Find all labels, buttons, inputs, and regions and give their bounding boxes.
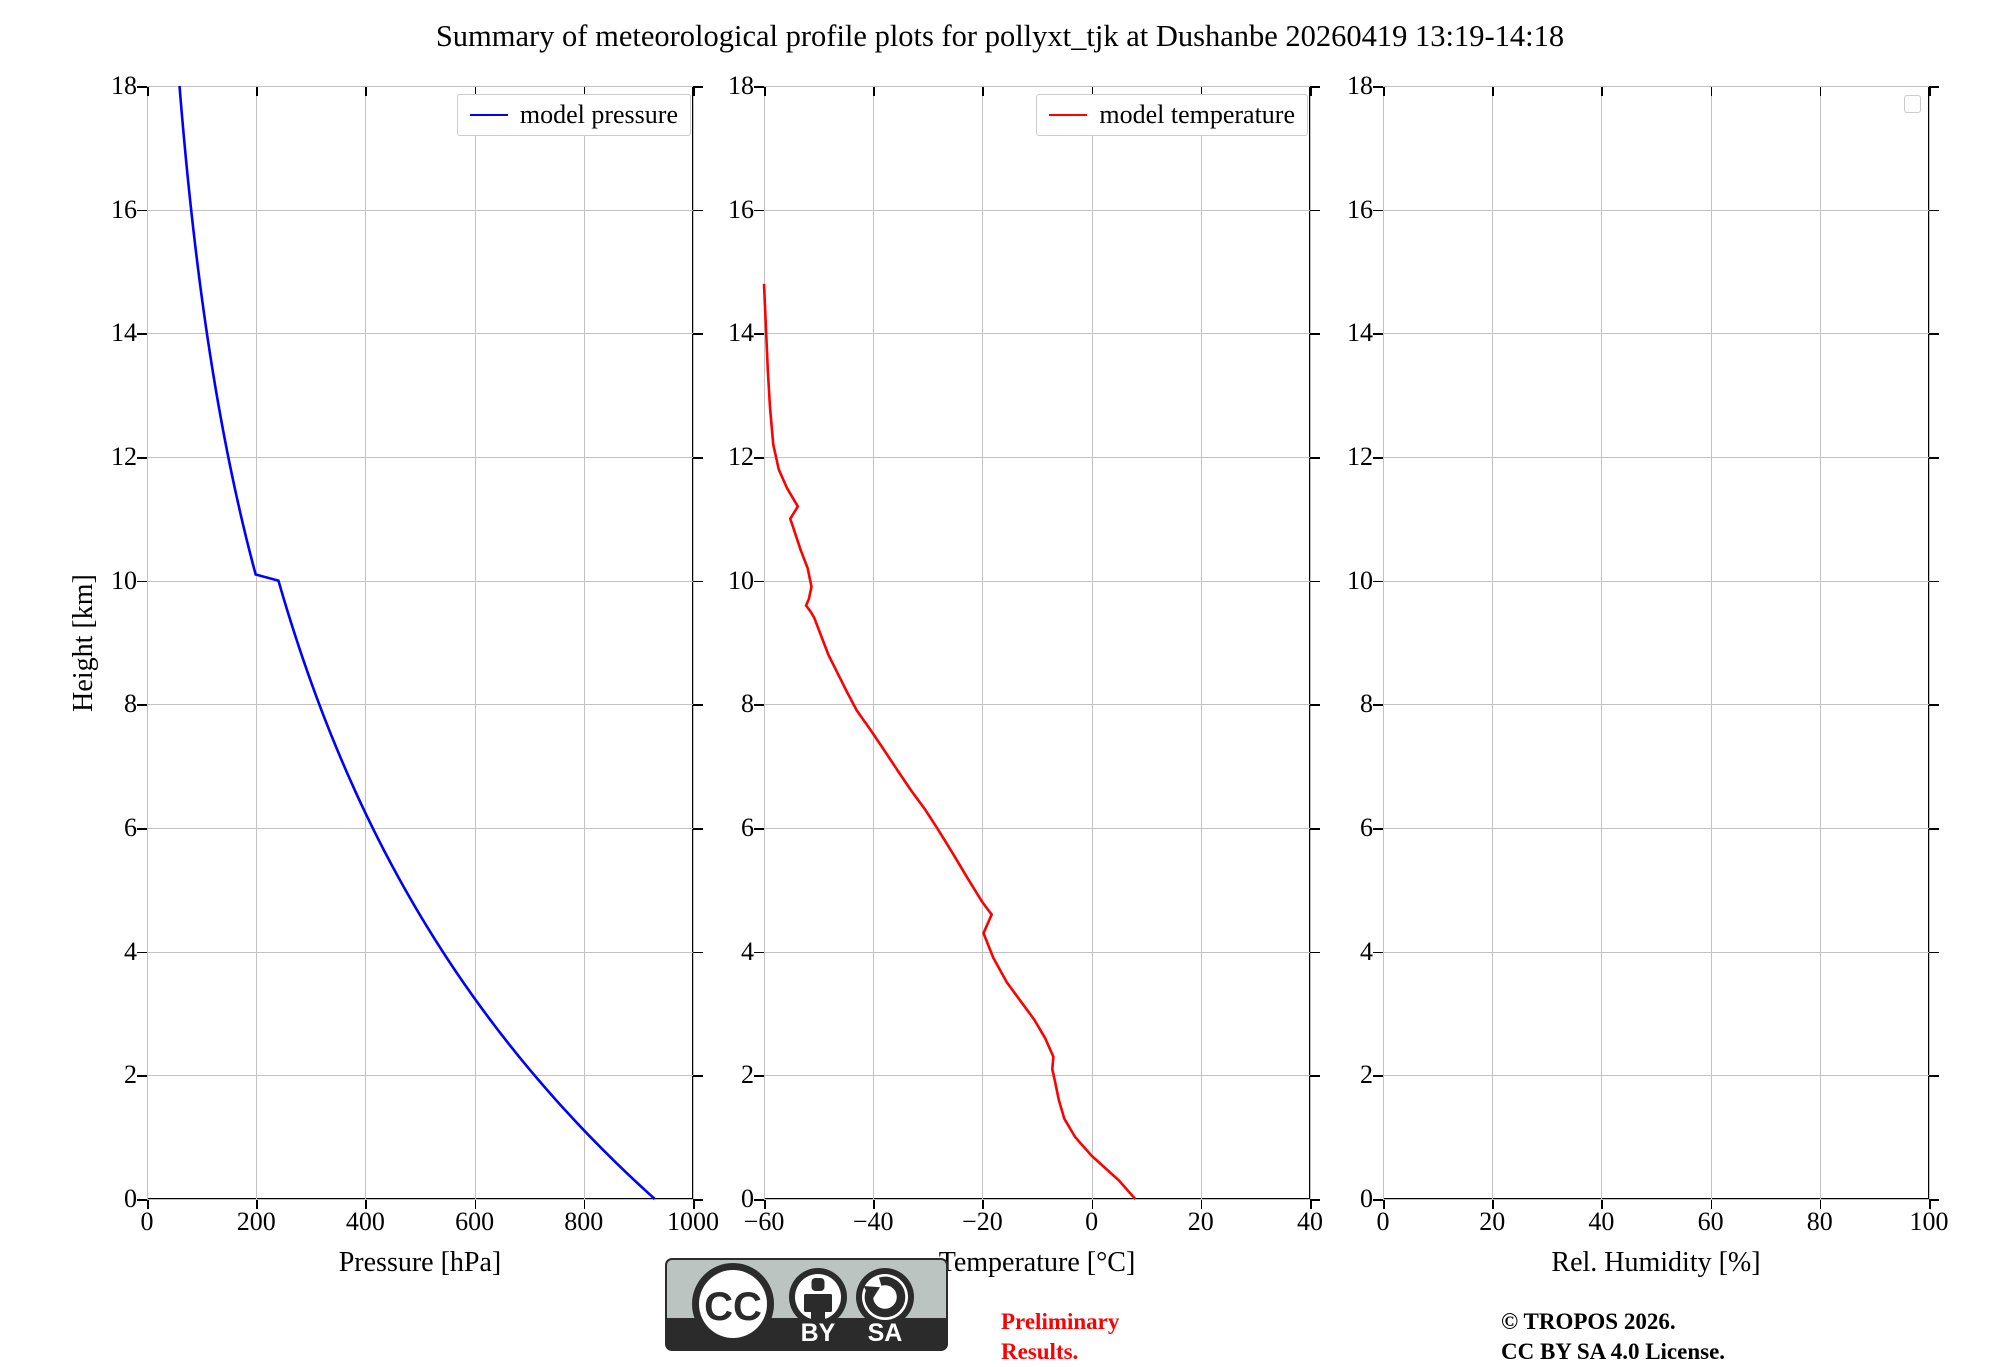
svg-text:BY: BY xyxy=(801,1319,836,1347)
svg-text:SA: SA xyxy=(868,1319,903,1347)
svg-text:CC: CC xyxy=(704,1285,762,1329)
